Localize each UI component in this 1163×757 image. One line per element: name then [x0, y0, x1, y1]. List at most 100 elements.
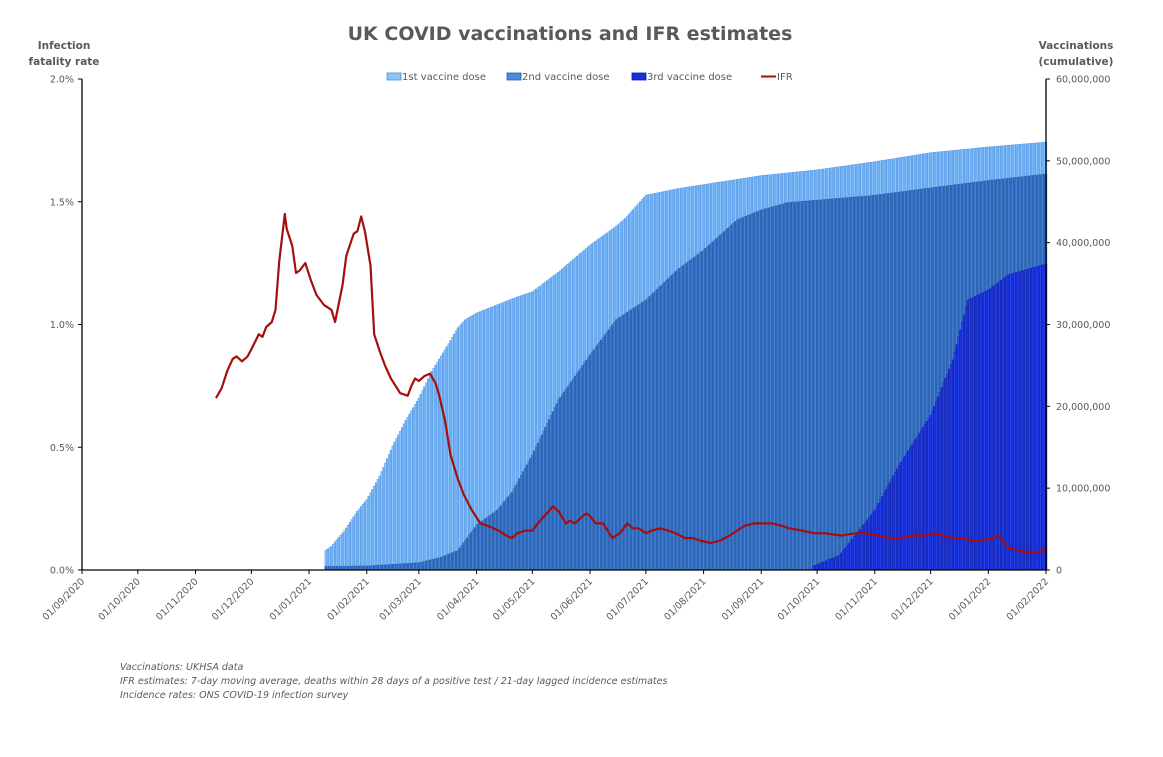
bar-2nd-dose — [708, 244, 711, 571]
bar-1st-dose — [393, 441, 396, 571]
bar-3rd-dose — [979, 293, 982, 571]
bar-2nd-dose — [445, 554, 448, 571]
bar-2nd-dose — [670, 274, 674, 571]
bar-3rd-dose — [892, 475, 895, 571]
bar-2nd-dose — [648, 296, 651, 571]
bar-1st-dose — [382, 467, 385, 571]
bar-2nd-dose — [454, 550, 458, 571]
x-tick-label: 01/03/2021 — [377, 576, 424, 623]
bar-3rd-dose — [842, 550, 845, 571]
bar-1st-dose — [466, 318, 469, 571]
bar-2nd-dose — [613, 321, 616, 571]
bar-2nd-dose — [812, 200, 815, 571]
x-tick-label: 01/12/2020 — [210, 576, 257, 623]
bar-2nd-dose — [598, 342, 601, 571]
bar-2nd-dose — [527, 461, 530, 571]
bar-3rd-dose — [946, 373, 949, 571]
bar-2nd-dose — [750, 213, 754, 571]
bar-3rd-dose — [1028, 268, 1031, 571]
bar-3rd-dose — [884, 489, 888, 571]
bar-3rd-dose — [931, 410, 934, 571]
right-tick-label: 20,000,000 — [1056, 402, 1110, 413]
bar-3rd-dose — [948, 368, 951, 571]
bar-3rd-dose — [1022, 270, 1025, 571]
bar-3rd-dose — [957, 337, 960, 571]
bar-2nd-dose — [460, 545, 463, 571]
bar-2nd-dose — [415, 562, 419, 571]
bar-2nd-dose — [443, 555, 447, 571]
bar-1st-dose — [440, 355, 443, 571]
bar-3rd-dose — [901, 459, 904, 571]
bar-2nd-dose — [680, 266, 683, 571]
bar-2nd-dose — [581, 365, 584, 571]
footnote-vaccinations-source: Vaccinations: UKHSA data — [120, 662, 244, 673]
bar-2nd-dose — [499, 505, 502, 571]
bar-2nd-dose — [601, 337, 605, 571]
bar-2nd-dose — [616, 318, 620, 571]
bar-2nd-dose — [559, 396, 562, 571]
bar-3rd-dose — [832, 557, 835, 571]
bar-2nd-dose — [685, 262, 688, 571]
bar-1st-dose — [458, 325, 461, 571]
bar-2nd-dose — [579, 367, 582, 571]
bar-1st-dose — [400, 427, 404, 571]
x-tick-label: 01/08/2021 — [662, 576, 709, 623]
bar-2nd-dose — [732, 222, 735, 571]
bar-3rd-dose — [976, 295, 979, 571]
x-tick-label: 01/02/2021 — [325, 576, 372, 623]
bar-3rd-dose — [894, 472, 897, 571]
bar-3rd-dose — [849, 540, 852, 571]
x-tick-label: 01/10/2020 — [96, 576, 143, 623]
bar-1st-dose — [356, 510, 359, 571]
bar-1st-dose — [363, 501, 366, 571]
bar-2nd-dose — [564, 389, 567, 571]
bar-2nd-dose — [676, 269, 679, 571]
bar-3rd-dose — [873, 510, 876, 571]
bar-2nd-dose — [425, 560, 428, 571]
bar-2nd-dose — [533, 450, 536, 571]
bar-2nd-dose — [436, 557, 439, 571]
bar-2nd-dose — [536, 442, 540, 571]
bar-2nd-dose — [763, 208, 767, 571]
bar-2nd-dose — [654, 290, 657, 571]
bar-3rd-dose — [853, 536, 856, 571]
bar-2nd-dose — [769, 207, 772, 571]
bar-1st-dose — [365, 499, 368, 571]
bar-1st-dose — [369, 492, 372, 571]
bar-2nd-dose — [588, 354, 592, 571]
bar-2nd-dose — [700, 251, 703, 571]
legend-swatch-1st-dose — [386, 72, 402, 81]
bar-2nd-dose — [786, 202, 789, 571]
bar-1st-dose — [408, 413, 411, 571]
bar-2nd-dose — [737, 218, 741, 571]
bar-3rd-dose — [972, 297, 975, 571]
bar-3rd-dose — [977, 294, 981, 571]
bar-2nd-dose — [488, 515, 491, 571]
bar-2nd-dose — [678, 268, 681, 571]
bar-2nd-dose — [414, 562, 417, 571]
bar-2nd-dose — [830, 198, 834, 571]
bar-2nd-dose — [441, 556, 445, 571]
bar-2nd-dose — [810, 200, 813, 571]
bar-2nd-dose — [644, 299, 647, 571]
bar-2nd-dose — [427, 560, 430, 571]
bar-2nd-dose — [840, 197, 843, 571]
bar-2nd-dose — [754, 212, 757, 571]
right-tick-label: 50,000,000 — [1056, 156, 1110, 167]
bar-2nd-dose — [797, 201, 800, 571]
bar-1st-dose — [345, 527, 348, 571]
bar-2nd-dose — [722, 231, 726, 571]
bar-2nd-dose — [629, 309, 633, 571]
bar-3rd-dose — [983, 291, 986, 571]
bar-2nd-dose — [624, 313, 627, 571]
bar-2nd-dose — [739, 218, 742, 571]
bar-2nd-dose — [548, 419, 551, 571]
bar-2nd-dose — [706, 246, 709, 571]
bar-3rd-dose — [985, 290, 988, 571]
legend-label-3rd-dose: 3rd vaccine dose — [647, 72, 732, 83]
bar-2nd-dose — [668, 276, 672, 571]
bar-3rd-dose — [955, 344, 958, 571]
left-tick-label: 0.0% — [50, 566, 74, 577]
bar-3rd-dose — [996, 282, 999, 571]
bar-2nd-dose — [748, 214, 752, 571]
